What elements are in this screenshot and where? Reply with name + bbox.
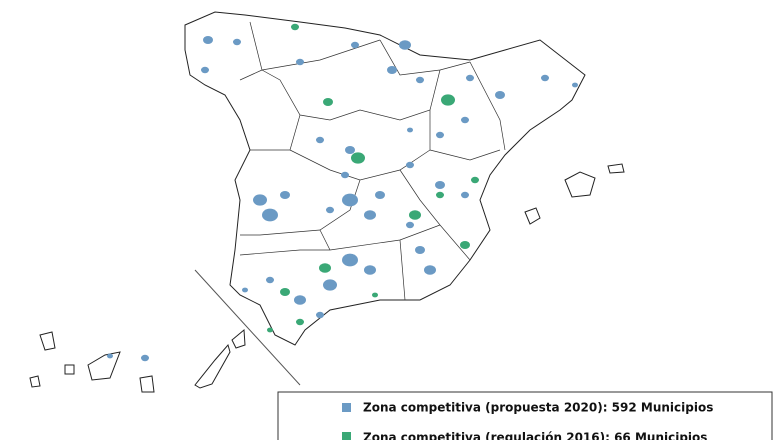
municipality-area <box>291 23 299 31</box>
menorca <box>607 163 625 174</box>
municipality-area <box>266 276 274 284</box>
municipality-area <box>407 127 413 133</box>
municipality-area <box>364 265 376 275</box>
municipality-area <box>466 74 474 82</box>
municipality-area <box>415 246 425 254</box>
canary-separator <box>194 269 301 386</box>
municipality-area <box>296 318 304 326</box>
municipality-area <box>267 327 273 333</box>
municipality-area <box>461 191 469 199</box>
municipality-area <box>372 292 378 298</box>
municipality-area <box>416 76 424 84</box>
island <box>194 343 231 389</box>
municipality-area <box>326 206 334 214</box>
municipality-area <box>323 279 337 291</box>
municipality-area <box>351 152 365 164</box>
legend-swatch <box>342 403 351 412</box>
island <box>64 364 75 375</box>
municipality-area <box>294 295 306 305</box>
municipality-area <box>436 191 444 199</box>
municipality-area <box>406 221 414 229</box>
legend-swatch <box>342 432 351 440</box>
ibiza <box>524 207 541 225</box>
municipality-area <box>351 41 359 49</box>
municipality-area <box>141 354 149 362</box>
municipality-area <box>364 210 376 220</box>
municipality-area <box>541 74 549 82</box>
municipality-area <box>107 353 113 359</box>
island <box>29 375 41 388</box>
island <box>87 351 121 381</box>
municipality-area <box>436 131 444 139</box>
municipality-area <box>316 136 324 144</box>
municipality-area <box>323 98 333 106</box>
municipality-areas <box>107 23 578 362</box>
municipality-area <box>341 171 349 179</box>
region-borders <box>239 21 506 301</box>
municipality-area <box>460 241 470 249</box>
balearic-islands <box>524 163 625 225</box>
municipality-area <box>409 210 421 220</box>
municipality-area <box>406 161 414 169</box>
municipality-area <box>280 288 290 296</box>
mallorca <box>564 171 596 198</box>
mainland <box>184 11 586 346</box>
municipality-area <box>345 146 355 154</box>
legend-box <box>277 391 773 440</box>
municipality-area <box>262 208 278 222</box>
municipality-area <box>342 253 358 267</box>
municipality-area <box>242 287 248 293</box>
municipality-area <box>319 263 331 273</box>
legend-label: Zona competitiva (regulación 2016): 66 M… <box>363 431 707 440</box>
municipality-area <box>201 66 209 74</box>
municipality-area <box>572 82 578 88</box>
legend: Zona competitiva (propuesta 2020): 592 M… <box>277 391 773 440</box>
municipality-area <box>461 116 469 124</box>
canary-islands <box>29 328 246 393</box>
municipality-area <box>399 40 411 50</box>
municipality-area <box>233 38 241 46</box>
spain-outline <box>184 11 586 346</box>
island <box>39 331 56 351</box>
municipality-area <box>471 176 479 184</box>
legend-label: Zona competitiva (propuesta 2020): 592 M… <box>363 401 713 415</box>
municipality-area <box>495 91 505 99</box>
municipality-area <box>375 191 385 199</box>
municipality-area <box>316 311 324 319</box>
municipality-area <box>342 193 358 207</box>
island <box>231 328 246 349</box>
municipality-area <box>435 181 445 189</box>
municipality-area <box>253 194 267 206</box>
municipality-area <box>441 94 455 106</box>
municipality-area <box>387 66 397 74</box>
municipality-area <box>280 191 290 199</box>
municipality-area <box>424 265 436 275</box>
municipality-area <box>203 36 213 44</box>
municipality-area <box>296 58 304 66</box>
island <box>139 375 155 393</box>
